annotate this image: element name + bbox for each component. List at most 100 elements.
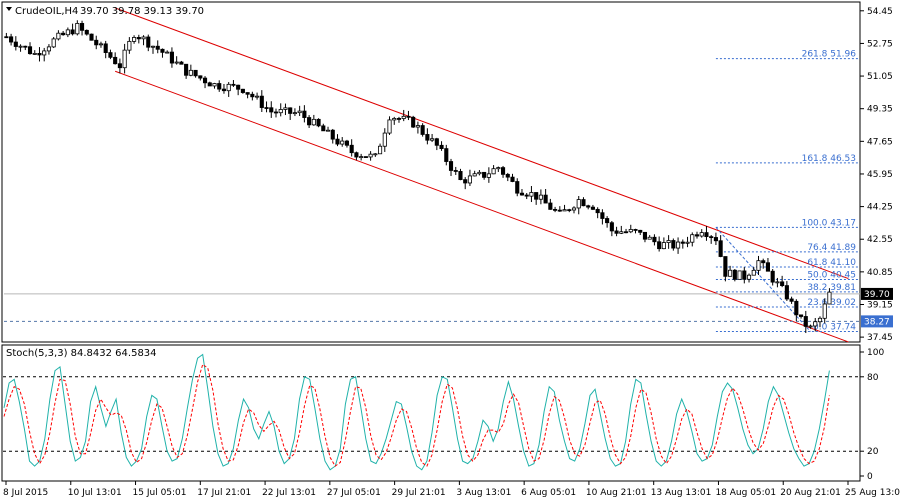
candle[interactable] xyxy=(311,114,316,126)
candle[interactable] xyxy=(770,269,775,286)
candle[interactable] xyxy=(482,171,487,180)
candle[interactable] xyxy=(444,144,449,166)
candle[interactable] xyxy=(297,105,302,117)
candle[interactable] xyxy=(127,37,132,54)
candle[interactable] xyxy=(690,232,695,247)
candle[interactable] xyxy=(808,324,813,329)
price-panel[interactable] xyxy=(1,1,861,343)
candle[interactable] xyxy=(113,52,118,65)
candle[interactable] xyxy=(122,43,127,74)
candle[interactable] xyxy=(283,103,288,116)
candle[interactable] xyxy=(240,88,245,94)
candle[interactable] xyxy=(27,42,33,55)
candle[interactable] xyxy=(633,228,638,234)
candle[interactable] xyxy=(430,133,435,143)
candle[interactable] xyxy=(623,228,629,234)
candle[interactable] xyxy=(813,317,818,332)
candle[interactable] xyxy=(557,206,562,212)
candle[interactable] xyxy=(543,188,548,204)
candle[interactable] xyxy=(382,128,387,152)
candle[interactable] xyxy=(292,108,297,117)
candle[interactable] xyxy=(581,197,586,207)
candle[interactable] xyxy=(278,103,283,117)
stochastic-panel[interactable] xyxy=(1,344,861,482)
candle[interactable] xyxy=(273,108,279,118)
candle[interactable] xyxy=(571,206,577,214)
candle[interactable] xyxy=(349,139,354,157)
candle[interactable] xyxy=(827,288,832,305)
candle[interactable] xyxy=(392,116,397,125)
candle[interactable] xyxy=(789,296,794,304)
candle[interactable] xyxy=(505,172,510,182)
candle[interactable] xyxy=(37,47,42,62)
candle[interactable] xyxy=(467,169,472,186)
candle[interactable] xyxy=(132,35,137,44)
candle[interactable] xyxy=(94,35,99,50)
candle[interactable] xyxy=(548,198,553,210)
candle[interactable] xyxy=(207,81,212,87)
candle[interactable] xyxy=(671,238,676,251)
candle[interactable] xyxy=(231,80,236,87)
candle[interactable] xyxy=(657,236,662,252)
candle[interactable] xyxy=(359,153,364,161)
candle[interactable] xyxy=(321,123,326,132)
candle[interactable] xyxy=(567,208,572,213)
candle[interactable] xyxy=(680,239,685,249)
channel-lower-line[interactable] xyxy=(114,70,849,343)
candle[interactable] xyxy=(609,221,614,237)
candle[interactable] xyxy=(221,84,227,94)
candle[interactable] xyxy=(169,47,174,68)
candle[interactable] xyxy=(335,134,340,147)
candle[interactable] xyxy=(434,137,439,151)
candle[interactable] xyxy=(600,209,605,225)
candle[interactable] xyxy=(491,165,496,175)
candle[interactable] xyxy=(155,40,160,54)
candle[interactable] xyxy=(226,82,231,97)
candle[interactable] xyxy=(534,192,539,205)
candle[interactable] xyxy=(136,34,141,44)
candle[interactable] xyxy=(415,121,420,134)
candle[interactable] xyxy=(344,139,350,148)
candle[interactable] xyxy=(751,267,756,276)
candle[interactable] xyxy=(694,231,700,239)
candle[interactable] xyxy=(448,158,454,177)
candle[interactable] xyxy=(150,45,156,54)
candle[interactable] xyxy=(245,92,250,99)
candle[interactable] xyxy=(515,178,520,197)
candle[interactable] xyxy=(259,90,264,112)
candle[interactable] xyxy=(212,82,217,89)
candle[interactable] xyxy=(500,165,506,178)
candle[interactable] xyxy=(586,204,591,210)
candle[interactable] xyxy=(638,229,643,236)
candle[interactable] xyxy=(595,207,600,219)
candle[interactable] xyxy=(165,50,170,54)
candle[interactable] xyxy=(425,128,430,145)
candle[interactable] xyxy=(780,275,785,288)
candle[interactable] xyxy=(439,141,444,151)
channel-upper-line[interactable] xyxy=(114,7,849,280)
candle[interactable] xyxy=(70,23,75,36)
candle[interactable] xyxy=(373,153,378,157)
candle[interactable] xyxy=(316,118,321,128)
candle[interactable] xyxy=(510,173,515,183)
candle[interactable] xyxy=(794,299,799,322)
candle[interactable] xyxy=(614,226,619,237)
candle[interactable] xyxy=(486,167,491,183)
candle[interactable] xyxy=(174,56,179,65)
candle[interactable] xyxy=(562,204,567,212)
candle[interactable] xyxy=(368,151,373,161)
candle[interactable] xyxy=(628,224,633,234)
candle[interactable] xyxy=(269,101,274,118)
candle[interactable] xyxy=(179,60,184,65)
candle[interactable] xyxy=(202,76,208,89)
candle[interactable] xyxy=(160,48,165,58)
candle[interactable] xyxy=(723,256,728,282)
candle[interactable] xyxy=(51,37,56,49)
candle[interactable] xyxy=(387,116,392,135)
candle[interactable] xyxy=(330,128,335,144)
candle[interactable] xyxy=(65,27,70,38)
candle[interactable] xyxy=(529,186,534,203)
candle[interactable] xyxy=(302,105,307,123)
candle[interactable] xyxy=(188,64,193,77)
candle[interactable] xyxy=(4,32,9,39)
